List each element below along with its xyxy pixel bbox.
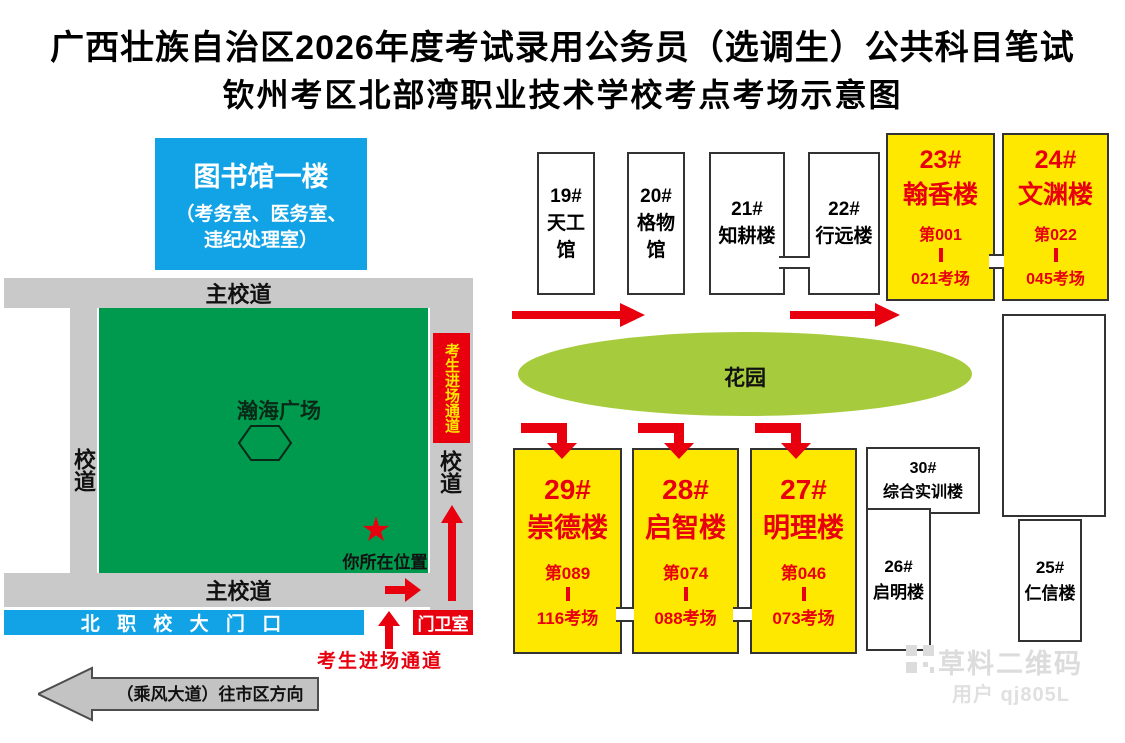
building-20-num: 20# [640,185,672,207]
building-28-room-to: 088考场 [654,608,717,628]
route-arrow-elbow-29-icon [521,423,577,459]
building-24-num: 24# [1034,145,1077,174]
corridor-21-22 [779,256,810,269]
building-23-name: 翰香楼 [902,180,978,209]
building-27: 27# 明理楼 第046 073考场 [750,448,857,654]
building-20-name: 格物馆 [636,212,675,261]
building-22: 22# 行远楼 [808,152,880,295]
range-separator [565,586,570,601]
building-21-name: 知耕楼 [718,226,776,247]
building-23-room-from: 第001 [919,226,962,244]
building-27-room-from: 第046 [780,563,827,583]
entry-channel-vertical-sign: 考生进场通道 [433,333,470,443]
route-arrow-right-2-icon [790,303,900,327]
range-separator [801,586,806,601]
range-separator [1053,247,1058,262]
plaza-area [99,308,428,573]
building-21: 21# 知耕楼 [709,152,785,295]
corridor-29-28 [616,607,634,622]
library-subtitle-line1: （考务室、医务室、 [175,203,347,225]
entry-arrow-up-gate-icon [378,611,400,649]
building-28-name: 启智楼 [645,512,726,543]
building-unlabeled [1002,314,1106,517]
library-subtitle-line2: 违纪处理室） [203,229,318,251]
route-arrow-elbow-27-icon [755,423,811,459]
range-separator [938,247,943,262]
building-25-num: 25# [1035,558,1065,577]
building-24: 24# 文渊楼 第022 045考场 [1002,133,1109,301]
building-24-room-from: 第022 [1034,226,1077,244]
building-23: 23# 翰香楼 第001 021考场 [886,133,995,301]
building-23-room-to: 021考场 [911,270,970,288]
building-29-room-to: 116考场 [536,608,599,628]
garden-ellipse [518,332,972,416]
watermark-brand: 草料二维码 [938,649,1083,679]
you-are-here-star-icon: ★ [360,511,392,549]
route-arrow-elbow-28-icon [638,423,694,459]
building-25-name: 仁信楼 [1024,583,1076,603]
entry-arrow-up-road-icon [441,505,463,601]
qr-code-icon [906,645,934,673]
building-23-num: 23# [919,145,962,174]
building-27-room-to: 073考场 [772,608,835,628]
corridor-23-24 [989,254,1004,269]
plaza-name: 瀚海广场 [237,400,321,423]
avenue-arrow-left-icon [38,666,319,722]
building-30-num: 30# [909,459,937,477]
road-right-label: 校道 [437,450,462,494]
building-29-room-from: 第089 [544,563,591,583]
plaza-hexagon-icon [238,425,292,461]
building-27-num: 27# [780,473,827,505]
building-20: 20# 格物馆 [627,152,685,295]
you-are-here-label: 你所在位置 [342,553,428,572]
building-27-name: 明理楼 [763,512,844,543]
road-main-top-label: 主校道 [205,282,272,307]
building-19-name: 天工馆 [546,212,585,261]
building-24-name: 文渊楼 [1017,180,1093,209]
entry-arrow-right-corner-icon [385,578,421,602]
library-title: 图书馆一楼 [193,161,329,192]
entry-channel-bottom-label: 考生进场通道 [316,651,443,672]
building-26-num: 26# [884,557,913,576]
building-21-num: 21# [731,199,763,220]
building-24-room-to: 045考场 [1026,270,1085,288]
building-22-name: 行远楼 [815,226,873,247]
building-26: 26# 启明楼 [866,508,931,651]
corridor-28-27 [733,607,752,622]
building-30: 30# 综合实训楼 [866,447,980,514]
building-19: 19# 天工馆 [537,152,595,295]
building-28-room-from: 第074 [662,563,709,583]
range-separator [683,586,688,601]
road-left [70,307,97,574]
building-26-name: 启明楼 [873,582,924,602]
route-arrow-right-1-icon [512,303,645,327]
gate-bar: 北 职 校 大 门 口 [4,610,364,635]
guard-room-box: 门卫室 [413,610,473,635]
building-29: 29# 崇德楼 第089 116考场 [513,448,622,654]
building-22-num: 22# [828,199,860,220]
building-28: 28# 启智楼 第074 088考场 [632,448,739,654]
road-main-bottom-label: 主校道 [205,579,272,604]
avenue-direction-label: （乘风大道）往市区方向 [116,685,304,704]
building-29-num: 29# [544,473,591,505]
page-title-line1: 广西壮族自治区2026年度考试录用公务员（选调生）公共科目笔试 [50,29,1075,67]
road-main-top: 主校道 [4,278,473,308]
road-left-label: 校道 [71,448,96,492]
building-30-name: 综合实训楼 [882,483,963,501]
building-28-num: 28# [662,473,709,505]
garden-label: 花园 [724,367,766,390]
watermark-user: 用户 qj805L [952,684,1070,706]
building-25: 25# 仁信楼 [1018,519,1082,642]
building-29-name: 崇德楼 [527,512,608,543]
library-building-block: 图书馆一楼 （考务室、医务室、 违纪处理室） [155,138,367,270]
page-title-line2: 钦州考区北部湾职业技术学校考点考场示意图 [222,77,903,113]
building-19-num: 19# [550,185,582,207]
